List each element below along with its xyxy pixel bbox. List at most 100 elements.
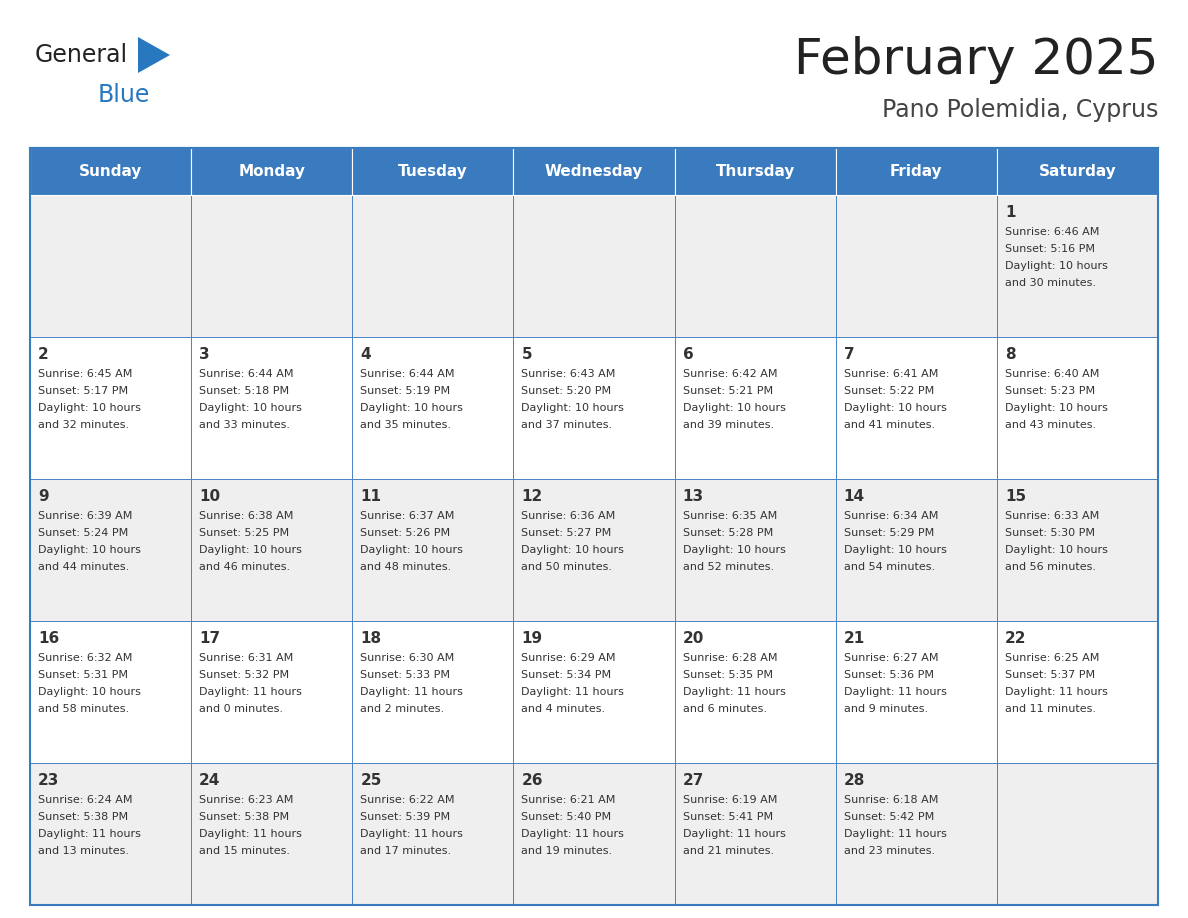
Text: and 54 minutes.: and 54 minutes. bbox=[843, 562, 935, 572]
Bar bbox=[353, 621, 513, 763]
Text: 16: 16 bbox=[38, 631, 59, 646]
Text: Sunrise: 6:21 AM: Sunrise: 6:21 AM bbox=[522, 795, 615, 805]
Text: Sunset: 5:29 PM: Sunset: 5:29 PM bbox=[843, 528, 934, 538]
Text: Daylight: 11 hours: Daylight: 11 hours bbox=[360, 829, 463, 839]
Bar bbox=[513, 479, 675, 621]
Bar bbox=[835, 479, 997, 621]
Text: and 6 minutes.: and 6 minutes. bbox=[683, 704, 766, 714]
Text: 23: 23 bbox=[38, 773, 59, 788]
Text: and 50 minutes.: and 50 minutes. bbox=[522, 562, 613, 572]
Bar bbox=[997, 621, 1158, 763]
Text: Sunset: 5:26 PM: Sunset: 5:26 PM bbox=[360, 528, 450, 538]
Text: Sunset: 5:20 PM: Sunset: 5:20 PM bbox=[522, 386, 612, 396]
Bar bbox=[191, 148, 353, 195]
Text: Sunset: 5:18 PM: Sunset: 5:18 PM bbox=[200, 386, 289, 396]
Text: Sunday: Sunday bbox=[78, 164, 143, 179]
Text: Sunset: 5:42 PM: Sunset: 5:42 PM bbox=[843, 812, 934, 822]
Text: and 32 minutes.: and 32 minutes. bbox=[38, 420, 129, 430]
Bar bbox=[675, 479, 835, 621]
Bar bbox=[513, 195, 675, 337]
Text: Daylight: 10 hours: Daylight: 10 hours bbox=[683, 403, 785, 413]
Bar bbox=[30, 621, 191, 763]
Text: Sunset: 5:16 PM: Sunset: 5:16 PM bbox=[1005, 244, 1095, 254]
Text: Sunset: 5:28 PM: Sunset: 5:28 PM bbox=[683, 528, 773, 538]
Text: Sunrise: 6:43 AM: Sunrise: 6:43 AM bbox=[522, 369, 615, 379]
Text: 24: 24 bbox=[200, 773, 221, 788]
Bar bbox=[835, 148, 997, 195]
Text: and 4 minutes.: and 4 minutes. bbox=[522, 704, 606, 714]
Bar bbox=[675, 621, 835, 763]
Text: Daylight: 10 hours: Daylight: 10 hours bbox=[360, 403, 463, 413]
Text: Daylight: 11 hours: Daylight: 11 hours bbox=[200, 829, 302, 839]
Text: Sunrise: 6:37 AM: Sunrise: 6:37 AM bbox=[360, 511, 455, 521]
Text: Sunrise: 6:33 AM: Sunrise: 6:33 AM bbox=[1005, 511, 1099, 521]
Text: Sunset: 5:33 PM: Sunset: 5:33 PM bbox=[360, 670, 450, 680]
Text: and 58 minutes.: and 58 minutes. bbox=[38, 704, 129, 714]
Bar bbox=[513, 621, 675, 763]
Bar bbox=[997, 337, 1158, 479]
Text: Daylight: 11 hours: Daylight: 11 hours bbox=[522, 687, 625, 697]
Bar bbox=[997, 479, 1158, 621]
Text: and 15 minutes.: and 15 minutes. bbox=[200, 846, 290, 856]
Text: Daylight: 11 hours: Daylight: 11 hours bbox=[522, 829, 625, 839]
Text: Sunrise: 6:36 AM: Sunrise: 6:36 AM bbox=[522, 511, 615, 521]
Text: Daylight: 11 hours: Daylight: 11 hours bbox=[683, 687, 785, 697]
Text: Sunset: 5:22 PM: Sunset: 5:22 PM bbox=[843, 386, 934, 396]
Text: Sunrise: 6:31 AM: Sunrise: 6:31 AM bbox=[200, 653, 293, 663]
Text: Sunset: 5:38 PM: Sunset: 5:38 PM bbox=[200, 812, 289, 822]
Text: Blue: Blue bbox=[97, 83, 151, 107]
Bar bbox=[191, 337, 353, 479]
Text: Daylight: 11 hours: Daylight: 11 hours bbox=[1005, 687, 1107, 697]
Text: Sunrise: 6:45 AM: Sunrise: 6:45 AM bbox=[38, 369, 132, 379]
Text: and 19 minutes.: and 19 minutes. bbox=[522, 846, 613, 856]
Bar bbox=[191, 479, 353, 621]
Bar bbox=[835, 763, 997, 905]
Text: Daylight: 11 hours: Daylight: 11 hours bbox=[683, 829, 785, 839]
Text: 4: 4 bbox=[360, 347, 371, 362]
Text: 6: 6 bbox=[683, 347, 694, 362]
Text: 28: 28 bbox=[843, 773, 865, 788]
Text: and 46 minutes.: and 46 minutes. bbox=[200, 562, 290, 572]
Text: and 23 minutes.: and 23 minutes. bbox=[843, 846, 935, 856]
Text: Daylight: 10 hours: Daylight: 10 hours bbox=[360, 545, 463, 555]
Text: Sunrise: 6:25 AM: Sunrise: 6:25 AM bbox=[1005, 653, 1099, 663]
Text: Sunset: 5:17 PM: Sunset: 5:17 PM bbox=[38, 386, 128, 396]
Polygon shape bbox=[138, 37, 170, 73]
Text: Sunset: 5:39 PM: Sunset: 5:39 PM bbox=[360, 812, 450, 822]
Text: Sunset: 5:35 PM: Sunset: 5:35 PM bbox=[683, 670, 772, 680]
Text: 14: 14 bbox=[843, 489, 865, 504]
Text: Sunrise: 6:35 AM: Sunrise: 6:35 AM bbox=[683, 511, 777, 521]
Bar bbox=[835, 621, 997, 763]
Text: 26: 26 bbox=[522, 773, 543, 788]
Text: Sunrise: 6:38 AM: Sunrise: 6:38 AM bbox=[200, 511, 293, 521]
Text: Sunrise: 6:29 AM: Sunrise: 6:29 AM bbox=[522, 653, 615, 663]
Bar bbox=[675, 148, 835, 195]
Bar bbox=[513, 337, 675, 479]
Text: and 43 minutes.: and 43 minutes. bbox=[1005, 420, 1097, 430]
Text: Sunset: 5:24 PM: Sunset: 5:24 PM bbox=[38, 528, 128, 538]
Text: 21: 21 bbox=[843, 631, 865, 646]
Text: and 30 minutes.: and 30 minutes. bbox=[1005, 278, 1095, 288]
Bar bbox=[30, 763, 191, 905]
Text: Daylight: 11 hours: Daylight: 11 hours bbox=[843, 829, 947, 839]
Bar bbox=[513, 763, 675, 905]
Bar bbox=[675, 195, 835, 337]
Text: Sunrise: 6:18 AM: Sunrise: 6:18 AM bbox=[843, 795, 939, 805]
Text: 11: 11 bbox=[360, 489, 381, 504]
Text: 9: 9 bbox=[38, 489, 49, 504]
Text: Sunset: 5:34 PM: Sunset: 5:34 PM bbox=[522, 670, 612, 680]
Text: Sunset: 5:31 PM: Sunset: 5:31 PM bbox=[38, 670, 128, 680]
Text: and 35 minutes.: and 35 minutes. bbox=[360, 420, 451, 430]
Text: 27: 27 bbox=[683, 773, 704, 788]
Text: and 17 minutes.: and 17 minutes. bbox=[360, 846, 451, 856]
Text: Sunset: 5:23 PM: Sunset: 5:23 PM bbox=[1005, 386, 1095, 396]
Text: 2: 2 bbox=[38, 347, 49, 362]
Text: Sunset: 5:32 PM: Sunset: 5:32 PM bbox=[200, 670, 289, 680]
Text: Sunrise: 6:42 AM: Sunrise: 6:42 AM bbox=[683, 369, 777, 379]
Text: Sunrise: 6:44 AM: Sunrise: 6:44 AM bbox=[200, 369, 293, 379]
Bar bbox=[30, 148, 1158, 905]
Bar bbox=[353, 195, 513, 337]
Text: Daylight: 10 hours: Daylight: 10 hours bbox=[1005, 403, 1107, 413]
Bar bbox=[353, 337, 513, 479]
Text: and 9 minutes.: and 9 minutes. bbox=[843, 704, 928, 714]
